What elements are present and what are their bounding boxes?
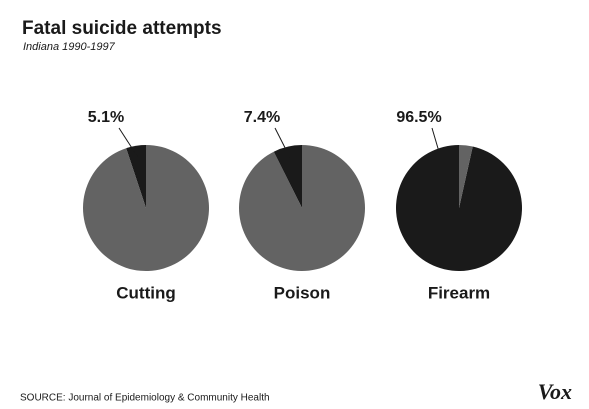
pie-slice	[239, 145, 366, 272]
value-label: 5.1%	[88, 109, 124, 126]
chart-title: Fatal suicide attempts	[22, 18, 222, 39]
pie-label: Poison	[274, 283, 331, 302]
chart-subtitle: Indiana 1990-1997	[23, 41, 116, 53]
logo: Vox	[538, 379, 572, 404]
pie-slice	[395, 145, 522, 271]
value-label: 96.5%	[396, 109, 441, 126]
pie-slice	[126, 145, 146, 208]
pie-slice	[459, 145, 473, 208]
pie-slice	[82, 145, 209, 271]
leader-line	[431, 127, 442, 160]
leader-line	[118, 127, 139, 158]
value-label: 7.4%	[244, 109, 280, 126]
pie-label: Firearm	[428, 283, 490, 302]
source: SOURCE: Journal of Epidemiology & Commun…	[20, 393, 270, 404]
pie-slice	[273, 145, 302, 208]
leader-line	[274, 127, 291, 158]
pie-label: Cutting	[116, 283, 175, 302]
